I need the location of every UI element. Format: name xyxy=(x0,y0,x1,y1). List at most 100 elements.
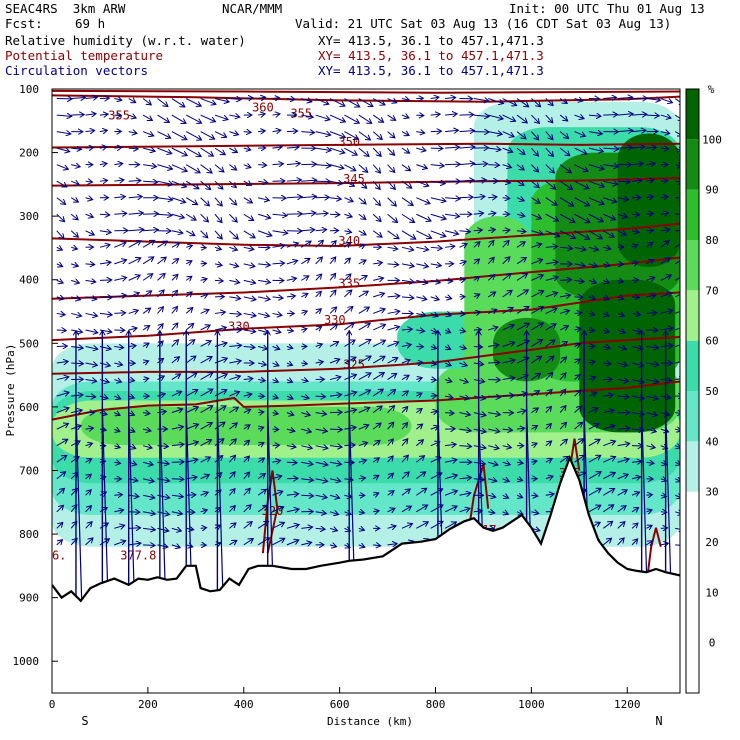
vector-1033 xyxy=(358,478,366,479)
vector-183 xyxy=(157,164,172,169)
vector-918 xyxy=(603,426,615,430)
vector-532 xyxy=(114,295,126,297)
vector-122 xyxy=(545,131,553,140)
vector-17 xyxy=(301,99,312,102)
vector-699 xyxy=(617,346,627,349)
vector-848 xyxy=(229,407,238,414)
vector-493 xyxy=(185,276,192,280)
vector-891 xyxy=(214,422,225,430)
vector-755 xyxy=(157,376,164,380)
vector-325 xyxy=(301,213,316,214)
vector-813 xyxy=(358,390,371,397)
vector-583 xyxy=(214,312,225,313)
x-tick-label-1: 200 xyxy=(138,698,158,711)
vector-517 xyxy=(531,275,543,281)
colorbar-swatch-0 xyxy=(686,491,699,693)
vector-401 xyxy=(128,241,141,248)
vector-490 xyxy=(142,274,153,281)
vector-333 xyxy=(416,213,431,221)
vector-52 xyxy=(171,114,186,123)
vector-212 xyxy=(574,164,589,172)
vector-821 xyxy=(473,396,486,399)
x-tick-label-5: 1000 xyxy=(518,698,545,711)
y-tick-label-0: 100 xyxy=(19,83,39,96)
vector-351 xyxy=(675,213,680,215)
theta-label-2: 355 xyxy=(290,107,312,121)
vector-989 xyxy=(358,460,367,462)
vector-889 xyxy=(186,424,198,430)
vector-145 xyxy=(243,148,251,150)
vector-933 xyxy=(186,442,198,447)
vector-1102 xyxy=(85,506,92,513)
vector-68 xyxy=(401,115,409,118)
vector-1037 xyxy=(416,472,425,480)
vector-240 xyxy=(344,180,354,186)
vector-923 xyxy=(675,429,680,431)
vector-1043 xyxy=(502,479,510,482)
vector-38 xyxy=(603,97,616,98)
vector-955 xyxy=(502,446,512,448)
colorbar-unit: % xyxy=(708,83,715,96)
vector-524 xyxy=(632,280,639,281)
vector-1137 xyxy=(588,505,601,513)
vector-225 xyxy=(128,180,141,181)
vector-537 xyxy=(185,292,192,297)
vector-696 xyxy=(574,344,581,347)
vector-415 xyxy=(329,241,336,248)
vector-899 xyxy=(330,429,342,430)
vector-1183 xyxy=(617,522,625,529)
downdraft-arrow-5 xyxy=(216,406,224,611)
vector-391 xyxy=(617,231,626,235)
vector-203 xyxy=(445,164,460,165)
vector-962 xyxy=(603,441,615,447)
vector-785 xyxy=(588,377,596,380)
vector-300 xyxy=(574,197,590,206)
vector-366 xyxy=(257,230,272,236)
vector-405 xyxy=(186,245,192,247)
vector-29 xyxy=(473,99,489,101)
vector-138 xyxy=(142,148,155,151)
vector-461 xyxy=(358,260,366,264)
vector-394 xyxy=(660,229,670,230)
vector-1002 xyxy=(545,459,552,463)
vector-951 xyxy=(445,444,456,445)
vector-553 xyxy=(416,297,427,300)
vector-1230 xyxy=(660,543,669,545)
forecast-hours: 69 h xyxy=(75,16,106,31)
vector-863 xyxy=(445,413,454,414)
vector-84 xyxy=(632,114,647,115)
vector-213 xyxy=(588,164,604,170)
vector-1190 xyxy=(85,538,93,546)
vector-31 xyxy=(502,98,517,106)
vector-392 xyxy=(631,231,639,233)
vector-404 xyxy=(171,243,180,247)
vector-662 xyxy=(85,346,98,349)
vector-207 xyxy=(502,165,512,168)
vector-1182 xyxy=(602,521,612,529)
vector-402 xyxy=(142,240,155,248)
vector-857 xyxy=(358,407,370,414)
vector-1229 xyxy=(646,541,652,545)
vector-846 xyxy=(200,406,213,414)
vector-27 xyxy=(445,97,456,98)
vector-913 xyxy=(531,426,537,429)
vector-560 xyxy=(516,290,528,298)
vector-1058 xyxy=(85,490,92,496)
vector-948 xyxy=(401,439,408,446)
vector-930 xyxy=(142,446,152,448)
vector-774 xyxy=(430,380,437,381)
vector-1149 xyxy=(128,528,141,529)
vector-1150 xyxy=(143,528,155,529)
vector-131 xyxy=(674,132,680,136)
downdraft-arrow-0 xyxy=(75,406,83,611)
vector-473 xyxy=(531,259,542,265)
vector-691 xyxy=(502,342,515,347)
vector-1024 xyxy=(228,472,235,480)
vector-598 xyxy=(430,313,438,316)
vector-241 xyxy=(358,180,367,188)
vector-998 xyxy=(488,462,498,465)
vector-1157 xyxy=(243,522,252,529)
vector-370 xyxy=(315,229,327,230)
vector-39 xyxy=(617,97,633,98)
vector-195 xyxy=(329,165,344,169)
